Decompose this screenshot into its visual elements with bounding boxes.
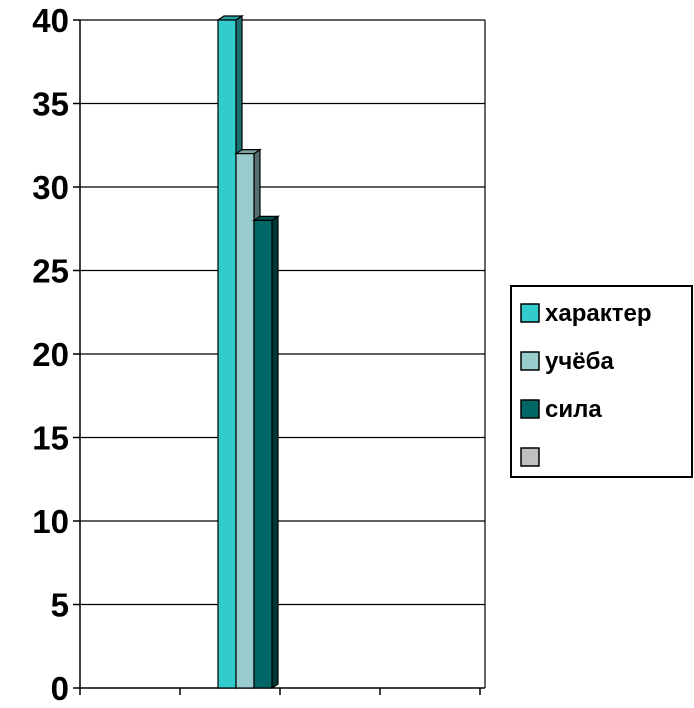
y-tick-label: 35 [32,86,69,123]
legend-swatch [520,351,540,371]
y-tick-label: 10 [32,503,69,540]
y-tick-label: 5 [51,587,69,624]
y-tick-label: 40 [32,2,69,39]
legend-swatch [520,447,540,467]
gridlines [80,19,485,606]
legend-box [510,285,693,478]
bar-front [235,153,255,689]
legend-label: сила [545,396,602,423]
y-tick-label: 20 [32,336,69,373]
legend-label: учёба [545,348,614,375]
bars [216,14,280,690]
bar-front [253,219,273,689]
y-tick-label: 25 [32,253,69,290]
legend-swatch [520,399,540,419]
bar-side [271,215,279,690]
legend-swatch [520,303,540,323]
y-tick-label: 0 [51,670,69,707]
legend-label: характер [545,300,651,327]
legend: характер учёба сила [510,285,693,478]
x-axis-ticks [79,688,481,695]
y-axis-ticks: 0 5 10 15 20 25 30 35 40 [32,2,80,707]
y-tick-label: 15 [32,420,69,457]
bar-front [217,19,237,689]
y-tick-label: 30 [32,169,69,206]
bar [252,215,280,690]
